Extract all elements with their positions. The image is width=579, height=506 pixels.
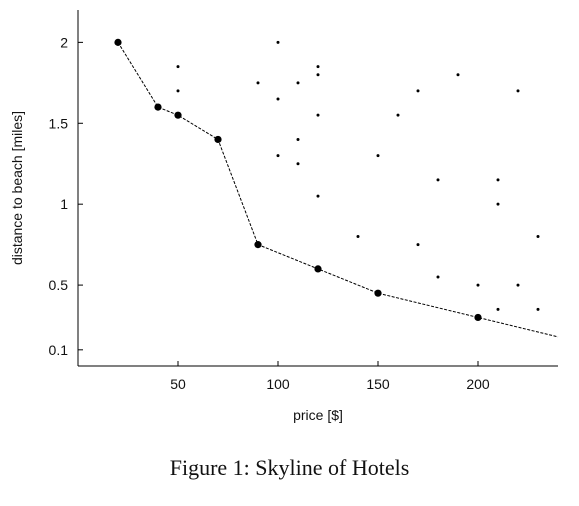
x-axis-label: price [$] <box>293 407 343 423</box>
hotel-point <box>176 65 180 69</box>
hotel-point <box>476 283 480 287</box>
x-tick-label: 200 <box>466 376 490 392</box>
hotel-point <box>296 162 300 166</box>
x-tick-label: 50 <box>170 376 186 392</box>
y-axis-label: distance to beach [miles] <box>9 111 25 265</box>
y-tick-label: 0.1 <box>49 342 69 358</box>
skyline-point <box>374 289 382 297</box>
hotel-point <box>456 73 460 77</box>
hotel-points <box>176 40 540 311</box>
y-tick-label: 2 <box>60 34 68 50</box>
hotel-point <box>296 137 300 141</box>
skyline-point <box>174 111 182 119</box>
hotel-point <box>276 97 280 101</box>
x-tick-label: 100 <box>266 376 290 392</box>
hotel-point <box>376 154 380 158</box>
skyline-chart: 50 100 150 200 0.1 0.5 1 1.5 2 price [$] distan… <box>9 10 559 423</box>
hotel-point <box>316 194 320 198</box>
y-ticks: 0.1 0.5 1 1.5 2 <box>49 34 83 358</box>
hotel-point <box>436 178 440 182</box>
x-tick-label: 150 <box>366 376 390 392</box>
hotel-point <box>436 275 440 279</box>
y-tick-label: 0.5 <box>49 277 69 293</box>
hotel-point <box>296 81 300 85</box>
hotel-point <box>516 283 520 287</box>
y-tick-label: 1 <box>60 196 68 212</box>
hotel-point <box>416 243 420 247</box>
skyline-point <box>154 103 162 111</box>
hotel-point <box>256 81 260 85</box>
hotel-point <box>316 113 320 117</box>
skyline-points <box>114 38 482 322</box>
skyline-point <box>254 241 262 249</box>
skyline-line <box>117 42 559 338</box>
hotel-point <box>516 89 520 93</box>
axes <box>77 10 558 367</box>
hotel-point <box>316 73 320 77</box>
x-ticks: 50 100 150 200 <box>170 361 490 392</box>
hotel-point <box>276 154 280 158</box>
skyline-point <box>214 135 222 144</box>
hotel-point <box>536 307 540 311</box>
hotel-point <box>396 113 400 117</box>
hotel-point <box>316 65 320 69</box>
figure-caption: Figure 1: Skyline of Hotels <box>169 455 410 480</box>
hotel-point <box>356 235 360 239</box>
skyline-point <box>114 38 122 46</box>
skyline-point <box>474 313 482 322</box>
hotel-point <box>536 235 540 239</box>
hotel-point <box>276 40 280 44</box>
hotel-point <box>496 202 500 206</box>
y-tick-label: 1.5 <box>49 115 69 131</box>
hotel-point <box>176 89 180 93</box>
hotel-point <box>496 178 500 182</box>
hotel-point <box>416 89 420 93</box>
hotel-point <box>496 307 500 311</box>
skyline-point <box>314 265 322 273</box>
